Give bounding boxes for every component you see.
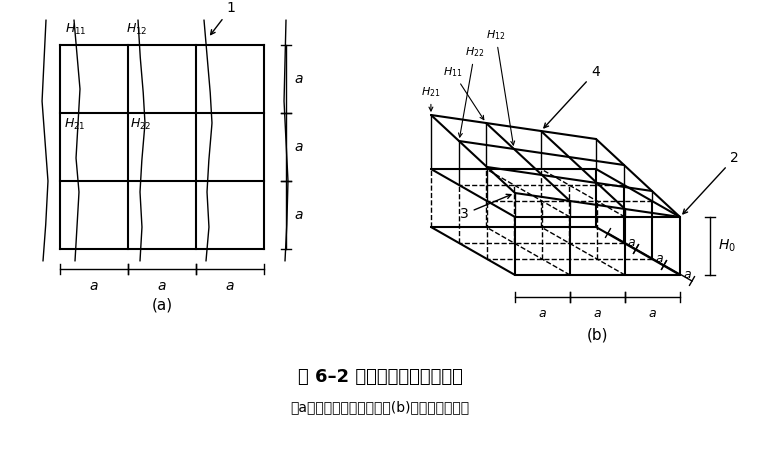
Text: a: a — [294, 72, 302, 86]
Text: a: a — [627, 237, 635, 250]
Text: $H_{22}$: $H_{22}$ — [130, 117, 151, 132]
Text: a: a — [226, 279, 234, 293]
Text: (a): (a) — [151, 297, 173, 312]
Text: a: a — [649, 307, 657, 320]
Text: $H_{22}$: $H_{22}$ — [458, 45, 484, 137]
Text: $H_{21}$: $H_{21}$ — [421, 85, 441, 111]
Text: a: a — [539, 307, 546, 320]
Text: a: a — [655, 252, 663, 265]
Text: a: a — [683, 269, 691, 282]
Text: （a）地形图上划分方格；(b)设计标高示意图: （a）地形图上划分方格；(b)设计标高示意图 — [290, 400, 470, 414]
Text: 1: 1 — [211, 1, 236, 35]
Text: $H_{12}$: $H_{12}$ — [486, 28, 515, 145]
Text: (b): (b) — [587, 327, 608, 342]
Text: a: a — [294, 208, 302, 222]
Text: 3: 3 — [460, 194, 511, 221]
Text: $H_{21}$: $H_{21}$ — [64, 117, 86, 132]
Text: a: a — [158, 279, 166, 293]
Text: a: a — [294, 140, 302, 154]
Text: 2: 2 — [683, 151, 739, 214]
Text: a: a — [90, 279, 98, 293]
Text: a: a — [594, 307, 601, 320]
Text: 4: 4 — [544, 65, 600, 128]
Text: 图 6–2 场地设计标高计算简图: 图 6–2 场地设计标高计算简图 — [298, 368, 462, 386]
Text: $H_{11}$: $H_{11}$ — [65, 22, 87, 37]
Text: $H_{11}$: $H_{11}$ — [443, 65, 484, 119]
Text: $H_0$: $H_0$ — [718, 238, 736, 254]
Text: $H_{12}$: $H_{12}$ — [126, 22, 147, 37]
